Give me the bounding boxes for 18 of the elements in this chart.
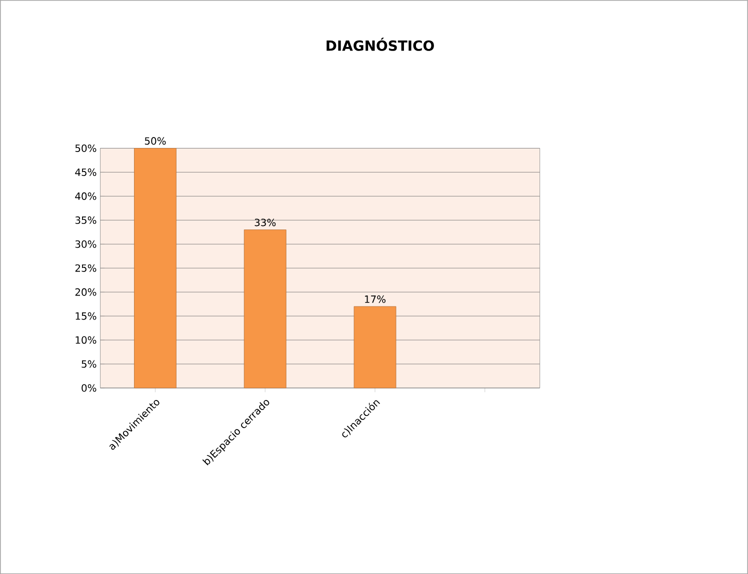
bar [354,306,396,388]
y-tick-label: 15% [76,312,96,320]
bar [134,148,176,388]
y-tick-label: 50% [75,144,96,152]
y-tick-label: 0% [82,384,96,392]
y-tick-label: 30% [75,240,96,248]
y-tick-label: 20% [75,288,96,296]
y-tick-label: 10% [76,336,96,344]
data-label: 33% [254,218,276,226]
chart-title: DIAGNÓSTICO [326,38,434,51]
data-label: 50% [144,137,166,145]
data-label: 17% [365,295,386,303]
y-tick-label: 25% [75,264,96,272]
y-tick-label: 35% [75,216,96,224]
bar [244,229,286,388]
y-tick-label: 40% [75,192,96,200]
y-tick-label: 45% [75,168,96,176]
y-tick-label: 5% [82,360,96,368]
